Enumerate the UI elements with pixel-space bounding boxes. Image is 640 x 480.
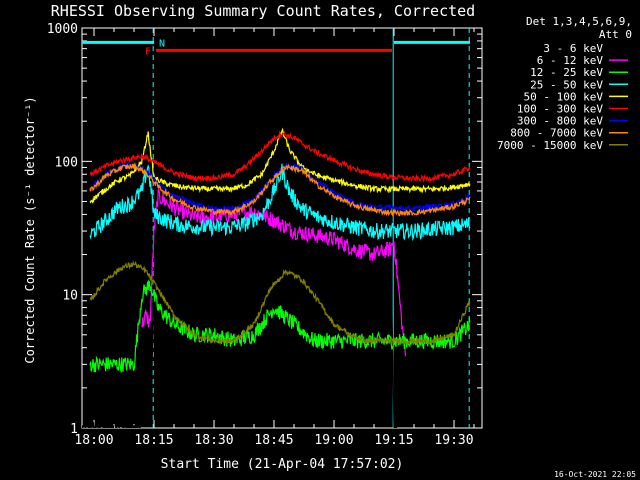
legend-entry-label: 800 - 7000 keV [510, 127, 603, 140]
y-tick-label: 1 [70, 422, 78, 437]
y-axis-label: Corrected Count Rate (s⁻¹ detector⁻¹) [23, 96, 37, 363]
legend-header: Att 0 [599, 28, 632, 41]
legend-entry-label: 50 - 100 keV [524, 90, 604, 103]
x-tick-label: 18:15 [134, 433, 173, 448]
x-tick-label: 19:00 [314, 433, 353, 448]
series-line-0 [82, 184, 398, 428]
x-tick-label: 19:15 [374, 433, 413, 448]
x-tick-label: 18:45 [254, 433, 293, 448]
series-line-5 [90, 130, 471, 184]
legend-header: Det 1,3,4,5,6,9, [526, 15, 632, 28]
series-line-8 [89, 260, 471, 346]
y-tick-label: 1000 [47, 22, 78, 37]
plot-area: 1 10 100 1000 18:00 18:15 18:30 18:45 19:00 19:15… [47, 22, 483, 448]
legend-entry-label: 100 - 300 keV [517, 103, 603, 116]
y-tick-label: 10 [62, 289, 78, 304]
legend-entry-label: 7000 - 15000 keV [497, 139, 603, 152]
series-line-1 [141, 186, 406, 357]
flag-label-F: F [145, 46, 151, 57]
x-axis-label: Start Time (21-Apr-04 17:57:02) [161, 457, 404, 472]
footer-timestamp: 16-Oct-2021 22:05 [554, 470, 636, 479]
series-line-4 [89, 127, 471, 204]
legend-entry-label: 25 - 50 keV [530, 78, 603, 91]
x-tick-label: 18:00 [74, 433, 113, 448]
legend-entry-label: 3 - 6 keV [543, 42, 603, 55]
flag-label-N: N [159, 38, 165, 49]
series-line-3 [89, 163, 471, 242]
legend-entry-label: 300 - 800 keV [517, 115, 603, 128]
legend-entry-label: 12 - 25 keV [530, 66, 603, 79]
data-layer [82, 28, 471, 428]
series-line-2 [89, 279, 471, 373]
y-tick-label: 100 [55, 155, 78, 170]
legend-entry-label: 6 - 12 keV [537, 54, 604, 67]
series-line-7 [89, 162, 471, 217]
chart-title: RHESSI Observing Summary Count Rates, Co… [51, 2, 475, 20]
x-tick-label: 19:30 [434, 433, 473, 448]
plot-frame [81, 27, 483, 429]
x-tick-label: 18:30 [194, 433, 233, 448]
